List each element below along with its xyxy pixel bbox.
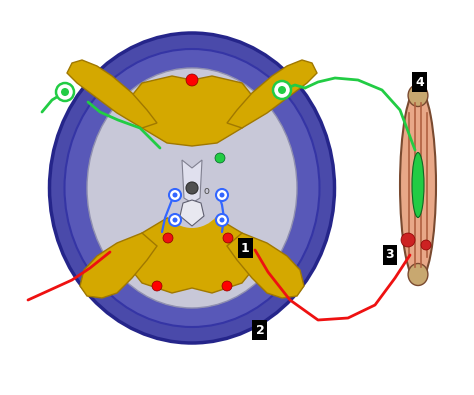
Ellipse shape	[49, 33, 335, 343]
Polygon shape	[227, 233, 304, 298]
Circle shape	[273, 81, 291, 99]
Circle shape	[223, 233, 233, 243]
Circle shape	[169, 214, 181, 226]
Polygon shape	[67, 60, 157, 128]
Ellipse shape	[408, 263, 428, 286]
Circle shape	[173, 192, 177, 198]
Polygon shape	[180, 200, 204, 226]
Text: 4: 4	[416, 75, 424, 88]
Circle shape	[216, 214, 228, 226]
Polygon shape	[122, 76, 262, 146]
Text: 2: 2	[255, 324, 264, 337]
Circle shape	[401, 233, 415, 247]
Polygon shape	[80, 233, 157, 298]
Circle shape	[219, 218, 225, 222]
Circle shape	[56, 83, 74, 101]
Circle shape	[61, 88, 69, 96]
Circle shape	[219, 192, 225, 198]
Text: o: o	[203, 186, 209, 196]
Ellipse shape	[408, 85, 428, 107]
Circle shape	[222, 281, 232, 291]
Circle shape	[152, 281, 162, 291]
Circle shape	[421, 240, 431, 250]
Ellipse shape	[64, 49, 319, 327]
Ellipse shape	[400, 88, 436, 282]
Circle shape	[215, 153, 225, 163]
Circle shape	[169, 189, 181, 201]
Polygon shape	[227, 60, 317, 128]
Circle shape	[173, 218, 177, 222]
Polygon shape	[182, 160, 202, 203]
Text: 1: 1	[241, 241, 249, 254]
Circle shape	[216, 189, 228, 201]
Polygon shape	[122, 216, 262, 293]
Circle shape	[186, 182, 198, 194]
Ellipse shape	[87, 68, 297, 308]
Text: 3: 3	[386, 248, 394, 261]
Ellipse shape	[157, 148, 227, 228]
Circle shape	[186, 74, 198, 86]
Circle shape	[163, 233, 173, 243]
Circle shape	[278, 86, 286, 94]
Ellipse shape	[412, 152, 424, 218]
